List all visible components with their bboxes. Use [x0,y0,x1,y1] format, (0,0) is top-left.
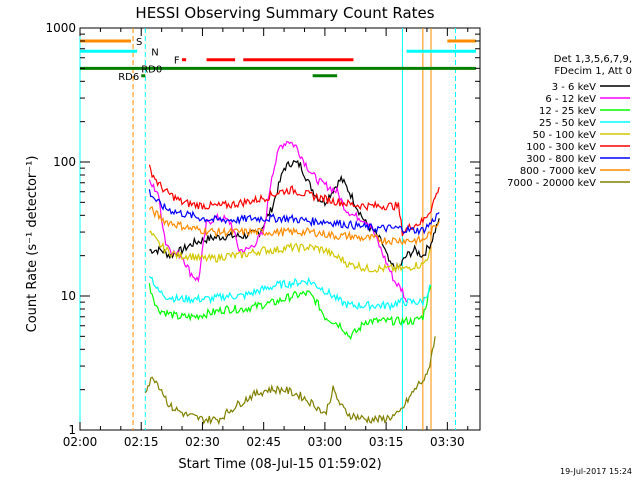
legend: Det 1,3,5,6,7,9,FDecim 1, Att 0 3 - 6 keV… [507,54,632,189]
legend-label: 7000 - 20000 keV [507,178,596,189]
x-tick-label: 02:00 [63,435,98,449]
series-line [144,336,436,426]
legend-label: 800 - 7000 keV [520,166,596,177]
plot-frame [79,27,481,431]
flag-bar-label: N [151,47,158,58]
axis-ticks: 02:00 02:15 02:30 02:45 03:00 03:15 03:30 1 10 10… [45,21,480,449]
x-tick-label: 03:15 [369,435,404,449]
y-tick-label: 10 [61,289,76,303]
x-axis-label: Start Time (08-Jul-15 01:59:02) [178,457,381,472]
series-line [148,275,432,312]
legend-label: 50 - 100 keV [533,130,597,141]
x-tick-label: 02:15 [124,435,159,449]
x-tick-label: 03:30 [430,435,465,449]
y-tick-label: 1 [68,423,76,437]
flag-bar-label: RD6 [118,72,139,83]
series-line [148,283,432,341]
series-line [149,230,432,274]
legend-header: Det 1,3,5,6,7,9, [554,54,632,65]
vertical-markers [79,28,457,430]
x-tick-label: 02:45 [246,435,281,449]
x-tick-label: 03:00 [308,435,343,449]
footer-timestamp: 19-Jul-2017 15:24 [560,467,632,476]
legend-label: 3 - 6 keV [552,82,596,93]
chart-title: HESSI Observing Summary Count Rates [135,4,434,22]
x-tick-label: 02:30 [185,435,220,449]
legend-label: 100 - 300 keV [526,142,596,153]
y-tick-label: 100 [53,155,76,169]
y-tick-label: 1000 [45,21,76,35]
series-line [148,189,440,236]
series-line [148,206,440,247]
series-line [148,164,440,237]
flag-bar-label: F [174,56,180,67]
flag-bar-label: RD0 [141,64,162,75]
legend-label: 300 - 800 keV [526,154,596,165]
series-line [149,159,440,274]
y-axis-label: Count Rate (s⁻¹ detector⁻¹) [25,156,40,333]
legend-label: 12 - 25 keV [539,106,596,117]
legend-label: 6 - 12 keV [545,94,596,105]
legend-label: 25 - 50 keV [539,118,596,129]
series-lines [144,140,440,426]
flag-bar-label: S [136,37,142,48]
series-line [148,140,408,303]
legend-header: FDecim 1, Att 0 [554,66,632,77]
plot-border [79,27,481,431]
